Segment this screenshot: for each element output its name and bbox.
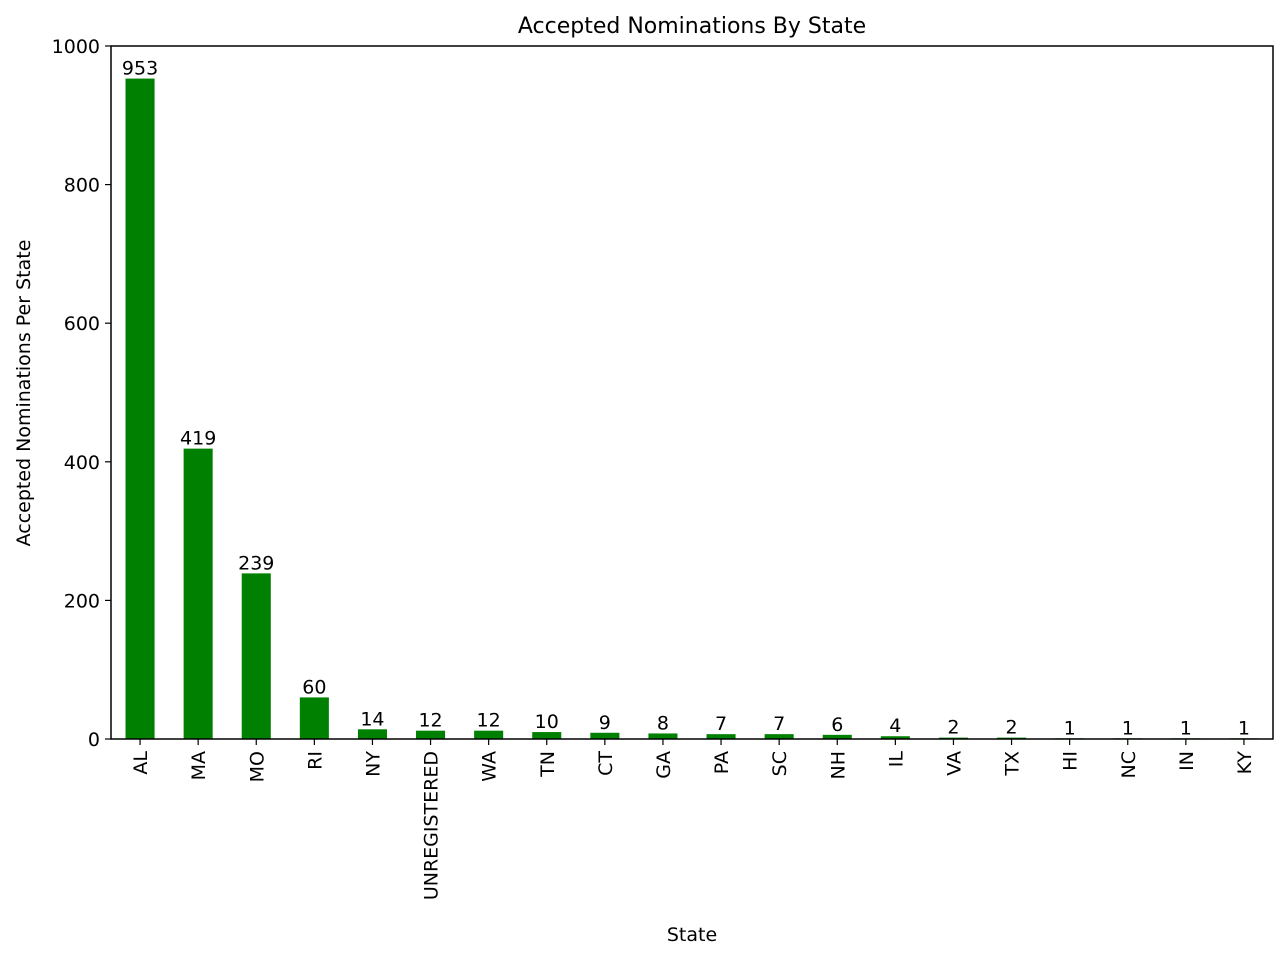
data-label-hi: 1 [1064, 717, 1076, 739]
ticks-layer: AL MA MO RI NY UNREGISTERED WA TN CT GA PA SC NH IL VA… [52, 36, 1256, 900]
x-tick-label-il: IL [885, 751, 907, 768]
data-label-ny: 14 [360, 708, 384, 730]
x-tick-label-nc: NC [1118, 751, 1140, 778]
data-label-wa: 12 [477, 710, 501, 732]
data-label-tx: 2 [1006, 717, 1018, 739]
data-label-il: 4 [889, 715, 901, 737]
x-tick-label-tn: TN [537, 751, 559, 778]
data-label-nh: 6 [831, 714, 843, 736]
x-tick-label-in: IN [1176, 751, 1198, 771]
bar-unregistered [416, 730, 446, 739]
y-tick-label-800: 800 [64, 175, 100, 197]
x-tick-label-pa: PA [711, 751, 733, 774]
data-label-ct: 9 [599, 712, 611, 734]
bar-nh [822, 734, 852, 739]
plot-frame [110, 45, 1274, 740]
x-tick-label-va: VA [943, 751, 965, 776]
chart-title: Accepted Nominations By State [518, 14, 866, 39]
bar-tn [532, 732, 562, 739]
data-label-mo: 239 [238, 552, 274, 574]
data-label-ri: 60 [302, 676, 326, 698]
y-axis-label: Accepted Nominations Per State [13, 240, 35, 547]
y-tick-label-0: 0 [88, 729, 100, 751]
x-tick-label-ky: KY [1234, 751, 1256, 775]
data-labels-layer: 953 419 239 60 14 12 12 10 9 8 7 7 6 4 2 2 1 1 1 1 [122, 58, 1250, 740]
x-tick-label-ma: MA [188, 751, 210, 780]
x-tick-label-sc: SC [769, 751, 791, 776]
y-tick-label-600: 600 [64, 313, 100, 335]
data-label-ma: 419 [180, 428, 216, 450]
bar-wa [474, 730, 504, 739]
x-tick-label-ct: CT [595, 751, 617, 776]
data-label-nc: 1 [1122, 717, 1134, 739]
x-tick-label-ga: GA [653, 751, 675, 779]
data-label-sc: 7 [773, 713, 785, 735]
data-label-ky: 1 [1238, 717, 1250, 739]
bar-sc [764, 734, 794, 739]
bar-ny [357, 729, 387, 739]
x-tick-label-nh: NH [827, 751, 849, 780]
x-tick-label-wa: WA [479, 751, 501, 782]
x-axis-label: State [667, 924, 717, 946]
data-label-pa: 7 [715, 713, 727, 735]
x-tick-label-unregistered: UNREGISTERED [421, 751, 443, 900]
bar-ga [648, 733, 678, 739]
data-label-va: 2 [947, 717, 959, 739]
bar-mo [241, 573, 271, 739]
bar-al [125, 78, 155, 740]
x-tick-label-ny: NY [362, 751, 384, 777]
bar-pa [706, 734, 736, 739]
x-tick-label-ri: RI [304, 751, 326, 770]
bar-ct [590, 732, 620, 739]
x-tick-label-tx: TX [1002, 751, 1024, 777]
x-tick-label-al: AL [130, 751, 152, 775]
bar-ma [183, 448, 213, 739]
data-label-unregistered: 12 [418, 710, 442, 732]
y-tick-label-400: 400 [64, 452, 100, 474]
data-label-al: 953 [122, 58, 158, 80]
bar-ri [299, 697, 329, 739]
bar-il [880, 736, 910, 739]
bars-layer [125, 78, 1259, 740]
data-label-ga: 8 [657, 712, 669, 734]
y-tick-label-1000: 1000 [52, 36, 100, 58]
x-tick-label-hi: HI [1060, 751, 1082, 771]
data-label-in: 1 [1180, 717, 1192, 739]
x-tick-label-mo: MO [246, 751, 268, 782]
y-tick-label-200: 200 [64, 590, 100, 612]
data-label-tn: 10 [535, 711, 559, 733]
